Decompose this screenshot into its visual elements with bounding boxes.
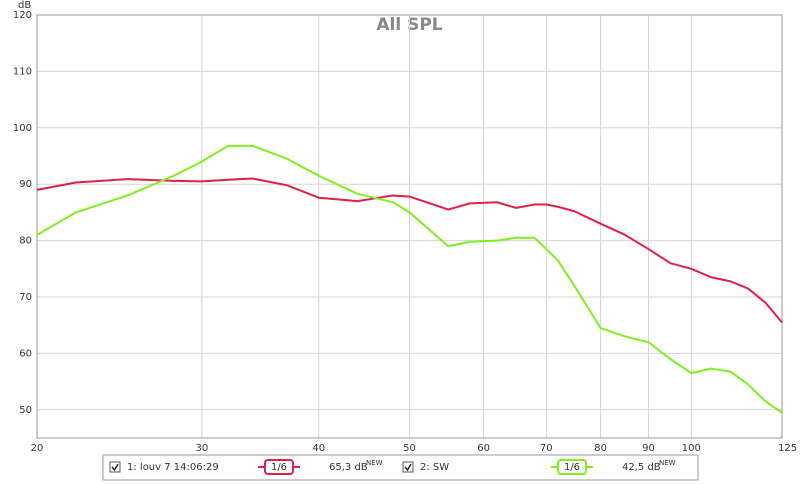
plot-frame (36, 14, 783, 439)
x-tick-label: 30 (195, 443, 208, 454)
x-tick-label: 70 (540, 443, 553, 454)
x-tick-label: 40 (312, 443, 325, 454)
y-tick-label: 100 (13, 123, 32, 134)
legend-label: 2: SW (420, 462, 449, 473)
legend-box (102, 454, 699, 481)
y-tick-label: 80 (19, 236, 32, 247)
legend-check (111, 463, 119, 472)
x-tick-label: 90 (642, 443, 655, 454)
y-tick-label: 60 (19, 348, 32, 359)
x-tick-label: 125 Hz (778, 443, 800, 454)
legend-checkbox (109, 461, 121, 473)
legend-check (404, 463, 412, 472)
y-tick-label: 110 (13, 66, 32, 77)
legend-level-tag: NEW (366, 459, 383, 467)
x-tick-label: 100 (682, 443, 701, 454)
legend-label: 1: louv 7 14:06:29 (127, 462, 219, 473)
y-tick-label: 50 (19, 405, 32, 416)
legend-smoothing: 1/6 (564, 462, 580, 473)
series-line (36, 177, 783, 324)
x-tick-label: 80 (594, 443, 607, 454)
x-tick-label: 20 (31, 443, 44, 454)
x-tick-label: 60 (477, 443, 490, 454)
legend-level: 42,5 dB (622, 462, 661, 473)
legend-level-tag: NEW (659, 459, 676, 467)
y-axis-label: dB (18, 0, 31, 11)
y-tick-label: 70 (19, 292, 32, 303)
y-tick-label: 90 (19, 179, 32, 190)
y-tick-label: 120 (13, 10, 32, 21)
legend-level: 65,3 dB (329, 462, 368, 473)
x-tick-label: 50 (403, 443, 416, 454)
legend-checkbox (402, 461, 414, 473)
legend-smoothing: 1/6 (271, 462, 287, 473)
series-line (36, 144, 783, 414)
